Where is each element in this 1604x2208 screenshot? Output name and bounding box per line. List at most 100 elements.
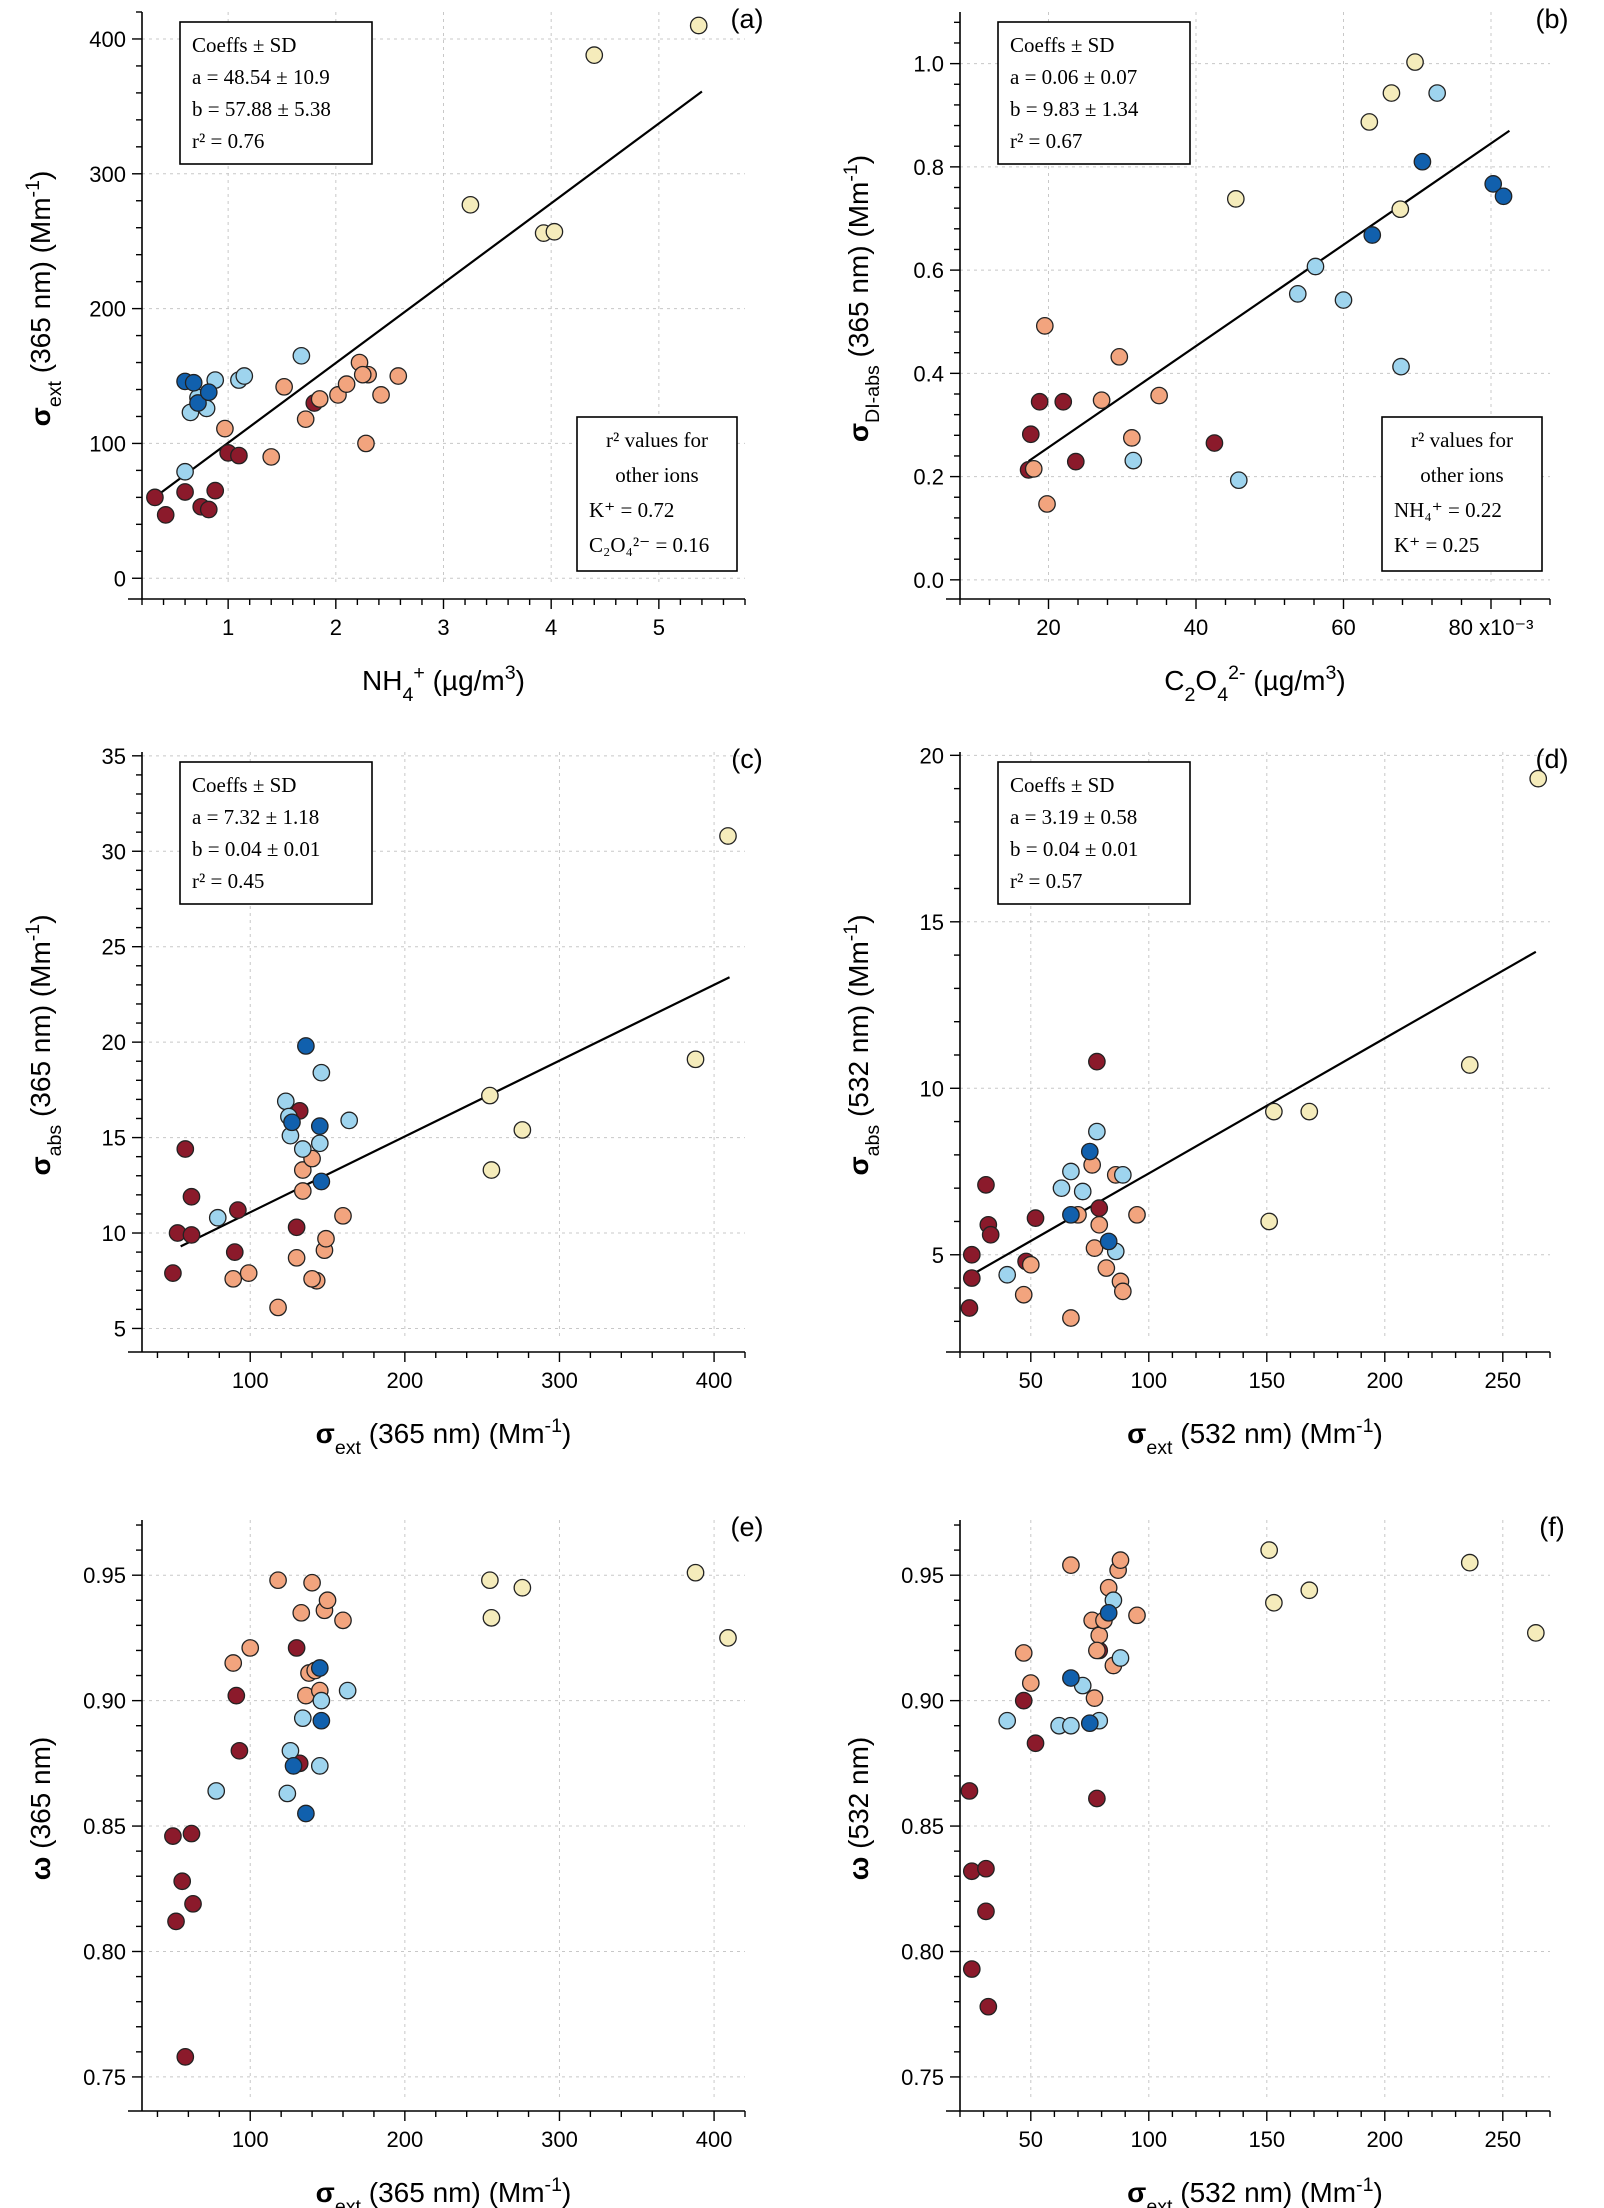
y-tick-label: 10 [102, 1221, 126, 1246]
data-point-pale_yellow [1260, 1212, 1279, 1231]
y-tick-label: 15 [102, 1126, 126, 1151]
x-tick-label: 2 [330, 615, 342, 640]
y-tick-label: 0.90 [83, 1689, 126, 1714]
y-axis-label: σabs (532 nm) (Mm-1) [840, 914, 884, 1175]
data-point-dark_red [1026, 1209, 1045, 1227]
data-point-light_orange [1092, 391, 1111, 410]
x-tick-label: 300 [541, 2127, 578, 2152]
data-point-light_orange [1021, 1255, 1040, 1274]
x-tick-label: 100 [1130, 1368, 1167, 1393]
y-tick-label: 0.80 [83, 1939, 126, 1964]
y-tick-label: 25 [102, 935, 126, 960]
y-tick-label: 15 [920, 910, 944, 935]
y-tick-label: 5 [114, 1316, 126, 1341]
data-point-pale_yellow [1406, 53, 1424, 71]
data-point-light_orange [262, 448, 281, 466]
data-point-light_orange [293, 1161, 312, 1179]
y-tick-label: 0.95 [901, 1563, 944, 1588]
panel-label: (f) [1539, 1512, 1564, 1542]
r2-box-frame [1381, 416, 1543, 572]
data-point-light_blue [1288, 285, 1307, 303]
data-point-light_orange [1128, 1205, 1146, 1224]
data-point-light_blue [293, 1709, 312, 1728]
coeff-box-line: Coeffs ± SD [192, 773, 296, 797]
data-point-dark_red [962, 1960, 981, 1978]
data-point-light_orange [353, 365, 372, 384]
data-point-dark_red [146, 488, 164, 507]
data-point-light_blue [312, 1691, 331, 1710]
data-point-light_blue [1428, 84, 1447, 102]
data-point-light_blue [1334, 291, 1353, 309]
data-point-pale_yellow [1460, 1056, 1479, 1074]
panel-label: (d) [1536, 744, 1569, 774]
data-point-pale_yellow [585, 46, 604, 64]
x-tick-label: 150 [1248, 2127, 1285, 2152]
data-point-dark_red [184, 1894, 202, 1913]
x-tick-label: 1 [222, 615, 234, 640]
y-tick-label: 5 [932, 1243, 944, 1268]
y-tick-label: 0.85 [83, 1814, 126, 1839]
data-point-dark_blue [1494, 187, 1513, 206]
data-point-light_blue [1306, 257, 1325, 276]
r2-box-line: r² values for [606, 428, 708, 452]
data-point-pale_yellow [1526, 1624, 1545, 1642]
data-point-pale_yellow [719, 1629, 737, 1647]
x-tick-label: 4 [545, 615, 557, 640]
data-point-light_orange [287, 1248, 306, 1267]
data-point-light_orange [1090, 1215, 1109, 1234]
data-point-pale_yellow [1300, 1102, 1319, 1121]
x-tick-label: 250 [1484, 2127, 1521, 2152]
coeff-box: Coeffs ± SD a = 0.06 ± 0.07 b = 9.83 ± 1.3… [997, 21, 1191, 165]
data-point-dark_red [176, 483, 194, 501]
x-tick-label: 200 [386, 2127, 423, 2152]
r2-box-line: other ions [1420, 463, 1503, 487]
y-tick-label: 20 [920, 743, 944, 768]
data-point-dark_red [176, 1140, 195, 1158]
data-point-dark_blue [312, 1172, 331, 1191]
data-point-light_orange [1062, 1309, 1080, 1327]
x-tick-label: 50 [1019, 2127, 1043, 2152]
data-point-dark_red [1066, 452, 1085, 471]
data-point-pale_yellow [481, 1086, 499, 1105]
y-tick-label: 0.75 [83, 2065, 126, 2090]
data-point-light_orange [1014, 1285, 1033, 1304]
y-tick-label: 200 [89, 297, 126, 322]
data-point-light_orange [303, 1573, 321, 1592]
data-point-dark_blue [1413, 152, 1432, 171]
data-point-light_blue [1392, 357, 1410, 376]
data-point-light_blue [1062, 1716, 1080, 1735]
data-point-dark_red [977, 1175, 995, 1194]
coeff-box-line: b = 0.04 ± 0.01 [192, 837, 320, 861]
x-axis-label: σext (532 nm) (Mm-1) [1127, 2174, 1383, 2208]
data-point-pale_yellow [461, 195, 480, 214]
y-tick-label: 0.8 [913, 155, 944, 180]
panel-label: (e) [731, 1512, 764, 1542]
data-point-dark_blue [1363, 226, 1382, 244]
data-point-pale_yellow [1360, 113, 1379, 131]
data-point-light_orange [241, 1639, 260, 1657]
data-point-dark_red [960, 1299, 979, 1317]
coeff-box-frame [179, 761, 373, 905]
data-point-light_orange [372, 386, 390, 404]
data-point-dark_red [962, 1245, 981, 1264]
data-point-light_orange [1128, 1606, 1146, 1625]
data-point-light_blue [207, 1782, 226, 1800]
data-point-light_blue [310, 1134, 329, 1153]
y-tick-label: 30 [102, 839, 126, 864]
data-point-pale_yellow [1382, 84, 1401, 102]
y-axis-label: ω (365 nm) [25, 1737, 56, 1880]
data-point-light_blue [998, 1265, 1017, 1284]
x-tick-label: 100 [1130, 2127, 1167, 2152]
data-point-light_blue [1062, 1162, 1080, 1181]
data-point-dark_red [1026, 1734, 1045, 1753]
data-point-light_orange [293, 1182, 312, 1200]
data-point-dark_red [164, 1827, 182, 1845]
data-point-pale_yellow [481, 1571, 499, 1590]
coeff-box-line: a = 7.32 ± 1.18 [192, 805, 319, 829]
y-tick-label: 0.80 [901, 1939, 944, 1964]
data-point-dark_blue [1099, 1603, 1118, 1622]
x-tick-label: 300 [541, 1368, 578, 1393]
x-tick-label: 100 [232, 1368, 269, 1393]
data-point-light_orange [1111, 1551, 1130, 1569]
